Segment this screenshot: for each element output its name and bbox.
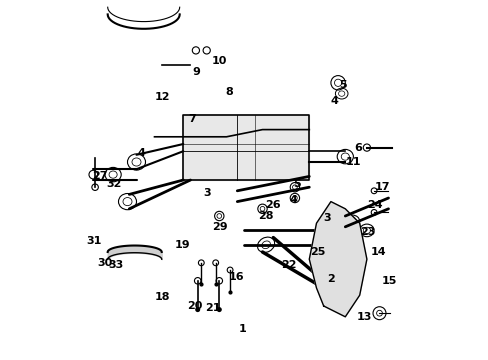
Text: 9: 9 — [192, 67, 200, 77]
Text: 29: 29 — [212, 222, 228, 232]
Text: 19: 19 — [174, 240, 190, 250]
Text: 15: 15 — [381, 276, 396, 286]
Text: 3: 3 — [323, 213, 330, 223]
Text: 30: 30 — [97, 258, 113, 268]
Text: 5: 5 — [339, 80, 346, 90]
Text: 25: 25 — [309, 247, 325, 257]
Text: 32: 32 — [106, 179, 122, 189]
Text: 4: 4 — [138, 148, 145, 158]
Text: 18: 18 — [155, 292, 170, 302]
Text: 4: 4 — [330, 96, 338, 106]
Text: 1: 1 — [238, 324, 246, 334]
Text: 17: 17 — [373, 182, 389, 192]
Polygon shape — [309, 202, 366, 317]
Text: 12: 12 — [154, 92, 170, 102]
Text: 28: 28 — [257, 211, 273, 221]
Text: 4: 4 — [288, 195, 296, 205]
Text: 31: 31 — [86, 236, 102, 246]
Text: 26: 26 — [264, 200, 280, 210]
Text: 13: 13 — [356, 312, 371, 322]
Text: 3: 3 — [203, 188, 210, 198]
Text: 23: 23 — [360, 227, 375, 237]
Polygon shape — [183, 115, 309, 180]
Text: 8: 8 — [225, 87, 233, 97]
Text: 14: 14 — [370, 247, 386, 257]
Text: 24: 24 — [366, 200, 382, 210]
Text: 11: 11 — [345, 157, 361, 167]
Text: 33: 33 — [108, 260, 123, 270]
Text: 27: 27 — [92, 171, 107, 181]
Circle shape — [216, 307, 222, 312]
Circle shape — [195, 307, 200, 312]
Text: 7: 7 — [188, 114, 196, 124]
Text: 2: 2 — [326, 274, 334, 284]
Text: 10: 10 — [211, 56, 226, 66]
Text: 20: 20 — [187, 301, 202, 311]
Text: 22: 22 — [281, 260, 296, 270]
Text: 6: 6 — [353, 143, 361, 153]
Text: 21: 21 — [205, 303, 221, 313]
Text: 16: 16 — [228, 272, 244, 282]
Text: 5: 5 — [292, 179, 300, 189]
